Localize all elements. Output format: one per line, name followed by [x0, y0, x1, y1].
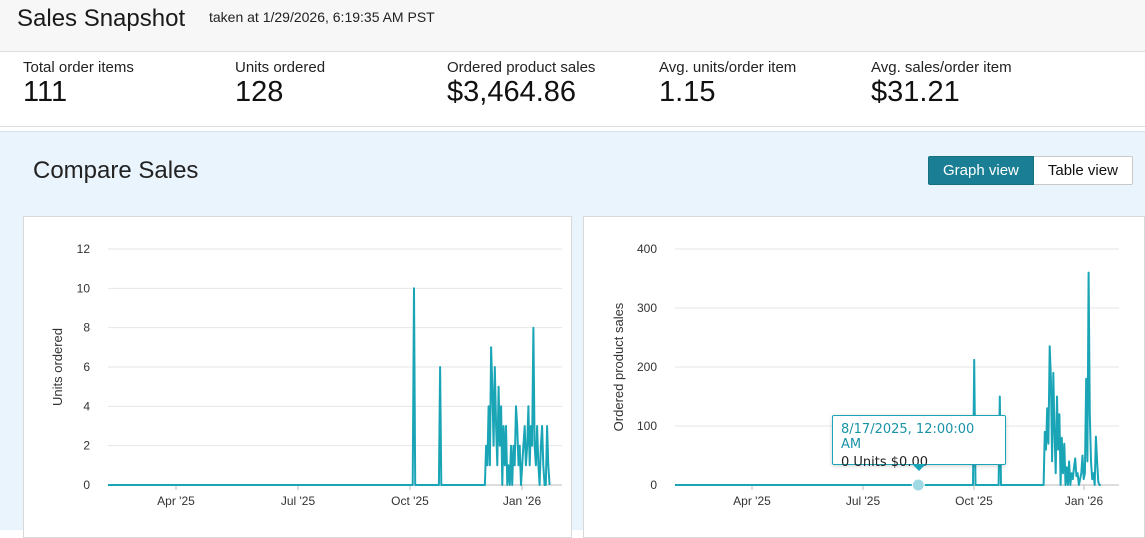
y-axis-title: Units ordered	[50, 328, 65, 406]
graph-view-button[interactable]: Graph view	[928, 156, 1034, 185]
sales-chart-panel: 0 100 200 300 400 Apr '25 Jul '25 Oct '25 Jan '2…	[583, 216, 1145, 538]
metric-value: 111	[23, 76, 68, 108]
y-tick-label: 0	[650, 478, 657, 492]
metric-label: Avg. units/order item	[659, 59, 797, 76]
x-tick-label: Apr '25	[733, 494, 771, 508]
y-tick-label: 0	[83, 478, 90, 492]
x-tick-label: Oct '25	[955, 494, 993, 508]
x-tick-label: Jan '26	[1065, 494, 1104, 508]
metric-value: 128	[235, 76, 284, 108]
x-tick-label: Jul '25	[846, 494, 881, 508]
metrics-row: Total order items 111 Units ordered 128 …	[0, 52, 1145, 127]
metric-value: $31.21	[871, 76, 960, 108]
metric-label: Avg. sales/order item	[871, 59, 1012, 76]
y-axis-title: Ordered product sales	[611, 302, 626, 431]
section-title: Compare Sales	[33, 157, 199, 184]
y-tick-label: 4	[83, 399, 90, 413]
y-tick-label: 400	[637, 242, 657, 256]
metric-avg-units-per-order-item: Avg. units/order item 1.15	[659, 59, 796, 108]
y-tick-label: 6	[83, 360, 90, 374]
y-tick-label: 10	[77, 281, 91, 295]
y-tick-label: 100	[637, 419, 657, 433]
metric-avg-sales-per-order-item: Avg. sales/order item $31.21	[871, 59, 1012, 108]
chart-tooltip: 8/17/2025, 12:00:00 AM 0 Units $0.00	[832, 415, 1006, 470]
metric-ordered-product-sales: Ordered product sales $3,464.86	[447, 59, 595, 108]
x-tick-label: Jan '26	[503, 494, 542, 508]
x-tick-label: Apr '25	[157, 494, 195, 508]
metric-units-ordered: Units ordered 128	[235, 59, 325, 108]
table-view-button[interactable]: Table view	[1033, 156, 1133, 185]
page-title: Sales Snapshot	[17, 5, 186, 32]
snapshot-header: Sales Snapshot taken at 1/29/2026, 6:19:…	[0, 0, 1145, 52]
metric-label: Ordered product sales	[447, 59, 596, 76]
x-tick-label: Jul '25	[281, 494, 316, 508]
metric-label: Units ordered	[235, 59, 326, 76]
metric-label: Total order items	[23, 59, 134, 76]
series-line	[108, 287, 551, 486]
y-tick-label: 2	[83, 439, 90, 453]
y-tick-label: 200	[637, 360, 657, 374]
ordered-sales-chart: 0 100 200 300 400 Apr '25 Jul '25 Oct '25 Jan '2…	[611, 242, 1119, 508]
y-tick-label: 12	[77, 242, 91, 256]
units-ordered-chart: 0 2 4 6 8 10 12 Apr '25 Jul '25 Oct '25 Jan '26 Uni…	[50, 242, 562, 508]
tooltip-values: 0 Units $0.00	[841, 455, 928, 470]
compare-sales-section: Compare Sales Graph view Table view 0 2 4 6…	[0, 131, 1145, 538]
view-toggle: Graph view Table view	[928, 156, 1133, 185]
metric-total-order-items: Total order items 111	[23, 59, 134, 108]
series-line	[675, 271, 1101, 486]
tooltip-arrow	[912, 464, 926, 471]
snapshot-timestamp: taken at 1/29/2026, 6:19:35 AM PST	[209, 9, 435, 25]
x-tick-label: Oct '25	[391, 494, 429, 508]
units-chart-panel: 0 2 4 6 8 10 12 Apr '25 Jul '25 Oct '25 Jan '26 Uni…	[23, 216, 572, 538]
tooltip-date: 8/17/2025, 12:00:00 AM	[841, 422, 975, 452]
y-tick-label: 300	[637, 301, 657, 315]
hover-point-marker[interactable]	[911, 478, 925, 492]
metric-value: 1.15	[659, 76, 716, 108]
y-tick-label: 8	[83, 321, 90, 335]
metric-value: $3,464.86	[447, 76, 577, 108]
